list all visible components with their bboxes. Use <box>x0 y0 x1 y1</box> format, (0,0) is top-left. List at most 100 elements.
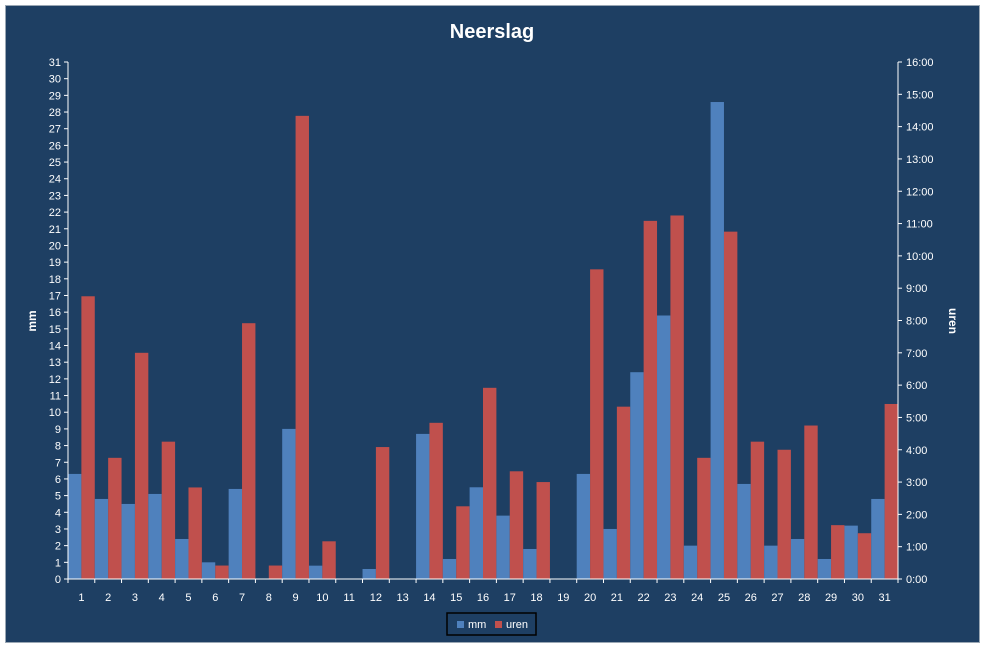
right-tick-label: 12:00 <box>906 186 934 198</box>
x-tick-label: 31 <box>878 592 890 604</box>
legend-swatch-mm <box>457 621 464 628</box>
bar-mm-day-16 <box>469 487 483 579</box>
bar-uren-day-2 <box>108 457 122 579</box>
x-tick-label: 30 <box>852 592 864 604</box>
left-tick-label: 19 <box>49 257 61 269</box>
bar-uren-day-28 <box>804 425 818 579</box>
legend-swatch-uren <box>495 621 502 628</box>
bar-uren-day-23 <box>670 215 684 579</box>
bar-uren-day-16 <box>483 387 497 579</box>
bar-uren-day-31 <box>884 403 898 579</box>
right-tick-label: 0:00 <box>906 574 927 586</box>
left-tick-label: 22 <box>49 207 61 219</box>
bar-uren-day-10 <box>322 541 336 579</box>
x-tick-label: 20 <box>584 592 596 604</box>
legend: mm uren <box>446 612 537 636</box>
x-tick-label: 22 <box>638 592 650 604</box>
bar-uren-day-5 <box>188 487 202 579</box>
left-tick-label: 11 <box>50 391 61 403</box>
left-tick-label: 12 <box>49 374 61 386</box>
left-tick-label: 0 <box>55 574 61 586</box>
left-tick-label: 27 <box>49 124 61 136</box>
left-axis-label: mm <box>25 310 39 331</box>
bar-mm-day-26 <box>737 483 751 579</box>
bar-mm-day-14 <box>416 433 430 579</box>
right-tick-label: 11:00 <box>906 219 933 231</box>
left-tick-label: 13 <box>49 357 61 369</box>
bar-uren-day-20 <box>590 269 604 579</box>
left-tick-label: 4 <box>55 507 61 519</box>
x-tick-label: 23 <box>664 592 676 604</box>
left-tick-label: 17 <box>49 290 61 302</box>
bar-mm-day-22 <box>630 372 644 579</box>
right-tick-label: 7:00 <box>906 348 927 360</box>
x-tick-label: 5 <box>185 592 191 604</box>
left-tick-label: 2 <box>55 541 61 553</box>
bar-mm-day-18 <box>523 548 537 579</box>
left-tick-label: 10 <box>49 407 61 419</box>
bar-uren-day-3 <box>134 352 149 579</box>
bar-uren-day-21 <box>616 406 631 579</box>
right-tick-label: 10:00 <box>906 251 934 263</box>
x-tick-label: 27 <box>771 592 783 604</box>
x-tick-label: 6 <box>212 592 218 604</box>
right-tick-label: 5:00 <box>906 412 927 424</box>
bar-mm-day-6 <box>201 562 216 579</box>
bar-mm-day-17 <box>496 515 510 579</box>
left-tick-label: 25 <box>49 157 61 169</box>
left-tick-label: 14 <box>49 341 61 353</box>
left-tick-label: 9 <box>55 424 61 436</box>
x-tick-label: 13 <box>397 592 409 604</box>
x-tick-label: 11 <box>343 592 354 604</box>
bar-uren-day-17 <box>509 471 524 579</box>
bar-mm-day-12 <box>362 568 376 579</box>
right-tick-label: 6:00 <box>906 380 927 392</box>
bar-uren-day-30 <box>857 533 872 579</box>
x-tick-label: 25 <box>718 592 730 604</box>
left-tick-label: 29 <box>49 90 61 102</box>
bar-uren-day-8 <box>268 565 283 579</box>
x-tick-label: 7 <box>239 592 245 604</box>
bar-mm-day-1 <box>68 473 82 579</box>
right-tick-label: 14:00 <box>906 122 934 134</box>
bars <box>68 102 898 580</box>
legend-label-uren: uren <box>506 619 528 631</box>
bar-mm-day-10 <box>308 565 323 579</box>
right-tick-label: 4:00 <box>906 445 927 457</box>
x-tick-label: 8 <box>266 592 272 604</box>
right-axis-ticks: 0:00 1:00 2:00 3:00 4:00 5:00 6:00 7:00 8:00 9:00… <box>898 57 934 586</box>
left-tick-label: 6 <box>55 474 61 486</box>
bar-mm-day-15 <box>442 558 457 579</box>
bar-uren-day-14 <box>429 422 443 579</box>
right-axis-label: uren <box>946 308 960 334</box>
bar-mm-day-28 <box>790 538 805 579</box>
x-tick-label: 17 <box>504 592 516 604</box>
bar-mm-day-7 <box>228 488 243 579</box>
left-tick-label: 1 <box>55 557 61 569</box>
x-tick-label: 16 <box>477 592 489 604</box>
bar-mm-day-5 <box>175 538 189 579</box>
left-axis-ticks: 0123456789101112131415161718192021222324… <box>49 57 68 586</box>
x-tick-label: 2 <box>105 592 111 604</box>
x-tick-label: 10 <box>316 592 328 604</box>
bar-mm-day-21 <box>603 528 617 579</box>
bar-mm-day-27 <box>764 545 778 579</box>
x-tick-label: 14 <box>423 592 435 604</box>
x-tick-label: 19 <box>557 592 569 604</box>
bar-mm-day-31 <box>871 498 885 579</box>
left-tick-label: 18 <box>49 274 61 286</box>
bar-mm-day-3 <box>121 503 135 579</box>
legend-box <box>446 612 537 636</box>
bar-uren-day-15 <box>456 506 470 579</box>
x-tick-label: 4 <box>159 592 165 604</box>
bar-mm-day-23 <box>657 315 671 579</box>
bar-mm-day-25 <box>710 102 724 579</box>
x-tick-label: 9 <box>293 592 299 604</box>
x-tick-label: 29 <box>825 592 837 604</box>
right-tick-label: 1:00 <box>906 542 927 554</box>
bar-mm-day-4 <box>148 493 162 579</box>
bar-uren-day-25 <box>723 231 738 579</box>
bar-uren-day-27 <box>777 449 791 579</box>
left-tick-label: 5 <box>55 491 61 503</box>
bar-mm-day-29 <box>817 558 832 579</box>
